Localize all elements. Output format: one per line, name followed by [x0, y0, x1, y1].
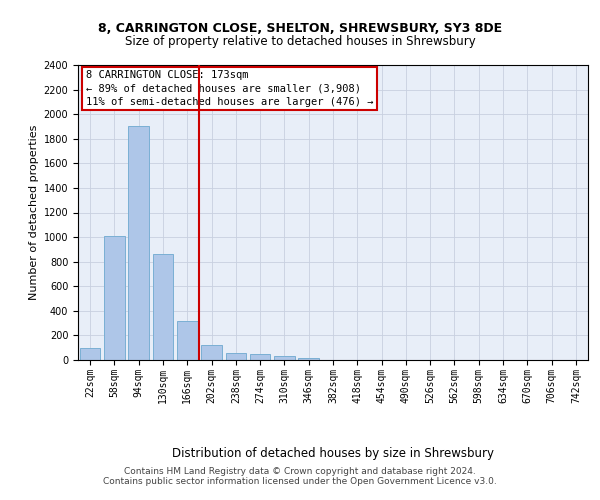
Bar — [80, 348, 100, 360]
Bar — [226, 353, 246, 360]
Bar — [177, 320, 197, 360]
Bar — [298, 358, 319, 360]
Text: Contains public sector information licensed under the Open Government Licence v3: Contains public sector information licen… — [103, 477, 497, 486]
Text: Size of property relative to detached houses in Shrewsbury: Size of property relative to detached ho… — [125, 35, 475, 48]
Bar — [250, 354, 271, 360]
Bar — [152, 254, 173, 360]
Bar — [128, 126, 149, 360]
Bar — [201, 345, 222, 360]
Bar — [274, 356, 295, 360]
Text: 8 CARRINGTON CLOSE: 173sqm
← 89% of detached houses are smaller (3,908)
11% of s: 8 CARRINGTON CLOSE: 173sqm ← 89% of deta… — [86, 70, 373, 106]
X-axis label: Distribution of detached houses by size in Shrewsbury: Distribution of detached houses by size … — [172, 448, 494, 460]
Text: Contains HM Land Registry data © Crown copyright and database right 2024.: Contains HM Land Registry data © Crown c… — [124, 467, 476, 476]
Bar — [104, 236, 125, 360]
Y-axis label: Number of detached properties: Number of detached properties — [29, 125, 40, 300]
Text: 8, CARRINGTON CLOSE, SHELTON, SHREWSBURY, SY3 8DE: 8, CARRINGTON CLOSE, SHELTON, SHREWSBURY… — [98, 22, 502, 36]
